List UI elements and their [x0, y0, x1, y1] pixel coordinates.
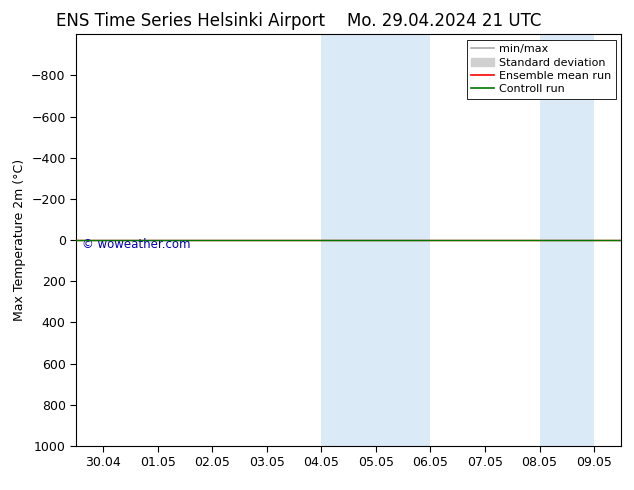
Text: © woweather.com: © woweather.com: [82, 238, 190, 251]
Y-axis label: Max Temperature 2m (°C): Max Temperature 2m (°C): [13, 159, 25, 321]
Bar: [540, 34, 594, 446]
Text: Mo. 29.04.2024 21 UTC: Mo. 29.04.2024 21 UTC: [347, 12, 541, 30]
Legend: min/max, Standard deviation, Ensemble mean run, Controll run: min/max, Standard deviation, Ensemble me…: [467, 40, 616, 99]
Bar: [321, 34, 430, 446]
Text: ENS Time Series Helsinki Airport: ENS Time Series Helsinki Airport: [56, 12, 325, 30]
